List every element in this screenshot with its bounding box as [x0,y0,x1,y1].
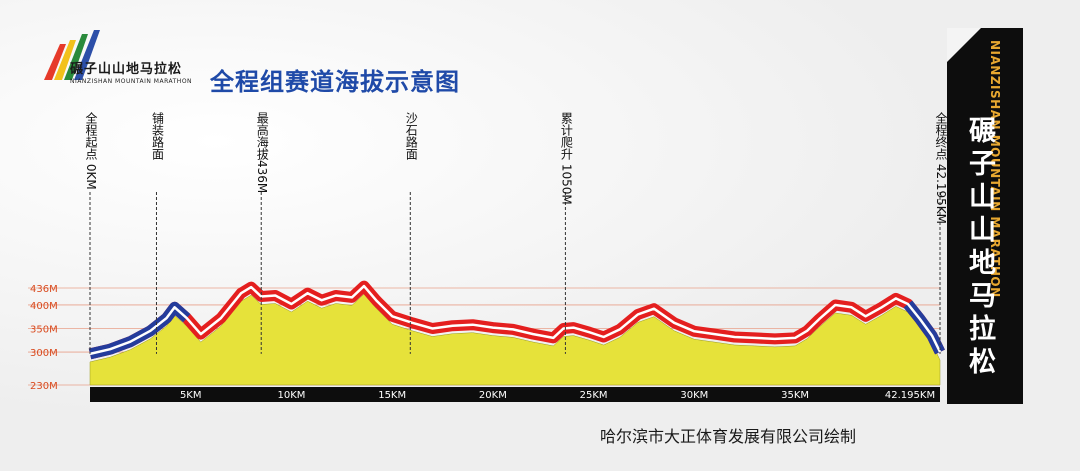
data-point [734,336,736,338]
x-tick-label: 10KM [277,390,305,401]
data-point [603,336,605,338]
data-point [149,330,151,332]
data-point [290,303,292,305]
x-tick-label: 25KM [580,390,608,401]
y-tick-label: 400M [30,301,58,312]
annotation-label: 全程起点 0KM [84,112,98,190]
data-point [806,330,808,332]
annotation-label: 全程终点 42.195KM [934,112,948,225]
data-point [220,317,222,319]
data-point [794,337,796,339]
data-point [865,315,867,317]
data-point [375,299,377,301]
data-point [589,331,591,333]
data-point [512,328,514,330]
logo-text: 碾子山山地马拉松 [70,62,183,77]
data-point [250,286,252,288]
y-tick-label: 350M [30,324,58,335]
data-point [174,306,176,308]
x-tick-label: 20KM [479,390,507,401]
y-tick-label: 300M [30,348,58,359]
data-point [881,306,883,308]
credit-text: 哈尔滨市大正体育发展有限公司绘制 [600,427,857,446]
annotation-label: 铺装路面 [150,112,165,160]
data-point [109,348,111,350]
data-point [850,306,852,308]
data-point [572,327,574,329]
y-tick-label: 436M [30,284,58,295]
data-point [907,303,909,305]
data-point [919,318,921,320]
side-banner [947,28,1023,404]
x-tick-label: 15KM [378,390,406,401]
x-tick-label: 35KM [781,390,809,401]
data-point [472,324,474,326]
x-tick-label: 30KM [680,390,708,401]
data-point [186,317,188,319]
x-tick-label: 42.195KM [885,390,935,401]
annotation-label: 累计爬升 1050M [559,112,574,205]
data-point [818,318,820,320]
logo-subtext: NIANZISHAN MOUNTAIN MARATHON [70,78,193,85]
data-point [129,341,131,343]
data-point [693,330,695,332]
y-tick-label: 230M [30,381,58,392]
data-point [895,297,897,299]
annotation-label: 沙石路面 [404,112,419,160]
annotation-label: 最高海拔436M [255,112,270,194]
data-point [240,292,242,294]
data-point [307,292,309,294]
data-point [411,322,413,324]
data-point [673,322,675,324]
data-point [619,328,621,330]
marathon-logo-icon [44,30,100,80]
data-point [834,304,836,306]
data-point [200,333,202,335]
data-point [166,317,168,319]
data-point [637,313,639,315]
data-point [274,295,276,297]
data-point [562,327,564,329]
data-point [335,295,337,297]
data-point [351,296,353,298]
banner-title-en: NIANZISHAN MOUNTAIN MARATHON [988,40,1002,298]
data-point [260,295,262,297]
chart-title: 全程组赛道海拔示意图 [210,68,460,96]
data-point [452,325,454,327]
data-point [713,333,715,335]
banner-title-cn: 碾子山山地马拉松 [964,116,995,380]
data-point [321,299,323,301]
data-point [492,327,494,329]
data-point [431,327,433,329]
data-point [653,308,655,310]
terrain-area [89,293,941,386]
x-tick-label: 5KM [180,390,202,401]
data-point [774,338,776,340]
route-centerline [89,284,942,356]
data-point [552,337,554,339]
banner-notch [947,28,981,62]
data-point [754,337,756,339]
data-point [532,333,534,335]
data-point [931,335,933,337]
data-point [363,285,365,287]
data-point [391,315,393,317]
x-axis-bar [90,387,940,402]
